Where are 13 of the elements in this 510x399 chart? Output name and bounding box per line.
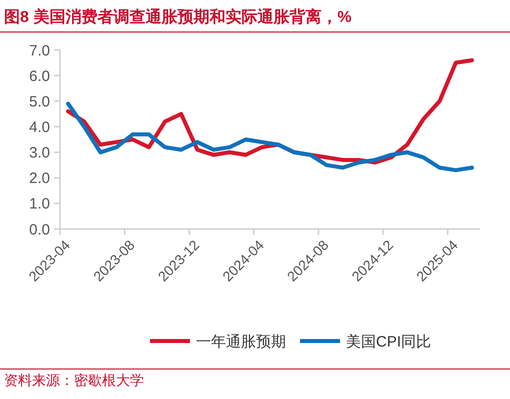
y-tick-label: 2.0: [29, 170, 50, 188]
legend-label: 美国CPI同比: [346, 333, 432, 350]
y-tick-label: 3.0: [29, 144, 50, 162]
line-series: [66, 102, 474, 172]
text: 资料来源：密歇根大学: [4, 372, 144, 388]
y-tick-label: 4.0: [29, 118, 50, 136]
y-tick-label: 0.0: [29, 221, 50, 238]
legend-label: 一年通胀预期: [196, 333, 286, 350]
y-tick-label: 7.0: [29, 42, 50, 60]
chart-title: 图8 美国消费者调查通胀预期和实际通胀背离，%: [4, 7, 352, 26]
y-tick-label: 5.0: [29, 93, 50, 110]
y-tick-label: 1.0: [29, 196, 50, 213]
y-tick-label: 6.0: [29, 68, 50, 85]
